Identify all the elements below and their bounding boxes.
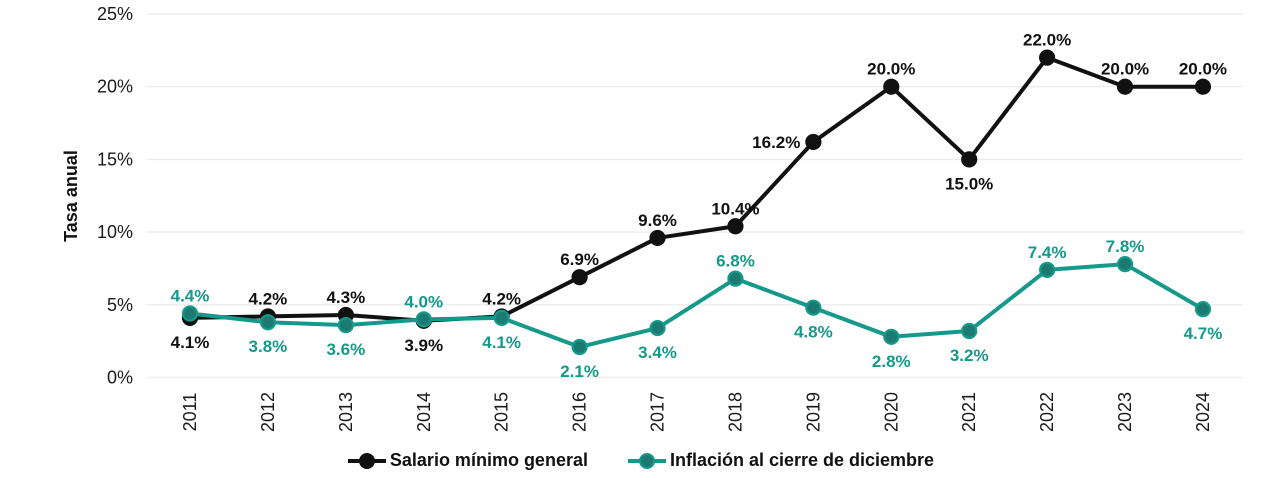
data-label: 20.0% bbox=[1101, 60, 1149, 79]
data-point bbox=[805, 133, 822, 151]
y-tick-label: 0% bbox=[107, 368, 133, 388]
data-label: 4.0% bbox=[404, 292, 443, 311]
x-tick-label: 2016 bbox=[570, 392, 590, 432]
x-tick-label: 2023 bbox=[1115, 392, 1135, 432]
legend-label-inflacion: Inflación al cierre de diciembre bbox=[669, 450, 935, 470]
data-label: 3.6% bbox=[326, 340, 365, 359]
data-label: 7.4% bbox=[1028, 243, 1067, 262]
data-point bbox=[649, 229, 666, 247]
data-label: 2.1% bbox=[560, 362, 599, 381]
data-point bbox=[493, 309, 510, 326]
data-point bbox=[883, 328, 900, 345]
x-tick-label: 2011 bbox=[180, 393, 200, 432]
data-label: 7.8% bbox=[1106, 237, 1145, 256]
x-tick-label: 2014 bbox=[414, 392, 434, 432]
data-label: 4.4% bbox=[171, 287, 210, 306]
legend-label-salario: Salario mínimo general bbox=[389, 450, 588, 470]
data-point bbox=[415, 311, 432, 328]
data-point bbox=[805, 299, 822, 316]
x-tick-label: 2015 bbox=[492, 392, 512, 432]
data-point bbox=[727, 270, 744, 287]
series-line bbox=[188, 262, 1205, 349]
data-point bbox=[571, 269, 588, 286]
data-label: 4.2% bbox=[249, 289, 288, 308]
data-label: 4.3% bbox=[326, 288, 365, 307]
y-tick-label: 5% bbox=[107, 295, 133, 315]
data-label: 6.8% bbox=[716, 252, 755, 271]
x-tick-label: 2017 bbox=[648, 392, 668, 432]
chart-legend: Salario mínimo general Inflación al cier… bbox=[0, 450, 1280, 471]
y-axis-title: Tasa anual bbox=[61, 150, 81, 242]
y-tick-label: 25% bbox=[97, 4, 133, 24]
data-point bbox=[1116, 78, 1134, 95]
data-label: 3.2% bbox=[950, 346, 989, 365]
x-tick-label: 2020 bbox=[881, 392, 901, 432]
x-tick-label: 2018 bbox=[725, 392, 745, 432]
legend-item-inflacion: Inflación al cierre de diciembre bbox=[626, 450, 934, 471]
x-tick-label: 2022 bbox=[1037, 392, 1057, 432]
data-label: 2.8% bbox=[872, 352, 911, 371]
data-label: 4.1% bbox=[482, 333, 521, 352]
series-line bbox=[188, 55, 1205, 323]
y-tick-label: 20% bbox=[97, 77, 133, 97]
data-label: 6.9% bbox=[560, 250, 599, 269]
x-tick-label: 2021 bbox=[959, 392, 979, 432]
data-point bbox=[727, 218, 744, 235]
y-tick-label: 10% bbox=[97, 222, 133, 242]
data-point bbox=[181, 305, 199, 322]
data-label: 20.0% bbox=[1179, 60, 1227, 79]
legend-item-salario-minimo: Salario mínimo general bbox=[346, 450, 588, 471]
data-label: 4.2% bbox=[482, 289, 521, 308]
data-label: 3.9% bbox=[404, 336, 443, 355]
data-label: 4.7% bbox=[1184, 324, 1223, 343]
data-point bbox=[1039, 49, 1056, 66]
data-point bbox=[571, 338, 588, 356]
y-tick-label: 15% bbox=[97, 149, 133, 169]
data-point bbox=[1194, 78, 1212, 95]
y-axis-tick-labels: 0% 5% 10% 15% 20% 25% bbox=[97, 4, 133, 388]
data-label: 10.4% bbox=[711, 199, 759, 218]
data-label: 4.8% bbox=[794, 323, 833, 342]
legend-marker-inflacion-icon bbox=[627, 452, 666, 469]
data-point bbox=[1039, 261, 1056, 279]
data-label: 9.6% bbox=[638, 211, 677, 230]
data-point bbox=[649, 319, 666, 337]
x-axis-tick-labels: 2011 2012 2013 2014 2015 2016 2017 2018 2019 2020… bbox=[180, 392, 1213, 432]
series-1: 4.4% 3.8% 3.6% 4.0% 4.1% 2.1% 3.4% 6.8% 4.8% 2.8%… bbox=[171, 237, 1223, 381]
data-label: 15.0% bbox=[945, 174, 993, 193]
data-label: 16.2% bbox=[752, 133, 800, 152]
legend-marker-salario-icon bbox=[347, 452, 386, 469]
data-label: 3.4% bbox=[638, 343, 677, 362]
x-tick-label: 2024 bbox=[1193, 392, 1213, 432]
data-point bbox=[1116, 255, 1134, 273]
x-tick-label: 2012 bbox=[258, 392, 278, 432]
data-label: 22.0% bbox=[1023, 31, 1071, 50]
data-label: 3.8% bbox=[249, 337, 288, 356]
data-point bbox=[259, 314, 277, 331]
data-point bbox=[961, 151, 978, 168]
data-point bbox=[337, 317, 354, 334]
data-point bbox=[961, 322, 978, 340]
series-0: 4.1% 4.2% 4.3% 3.9% 4.2% 6.9% 9.6% 10.4% 16.2% 20… bbox=[171, 31, 1227, 355]
data-point bbox=[1194, 301, 1212, 318]
data-label: 20.0% bbox=[867, 60, 915, 79]
data-point bbox=[883, 78, 900, 95]
data-label: 4.1% bbox=[171, 333, 210, 352]
x-tick-label: 2019 bbox=[803, 392, 823, 432]
x-tick-label: 2013 bbox=[336, 392, 356, 432]
